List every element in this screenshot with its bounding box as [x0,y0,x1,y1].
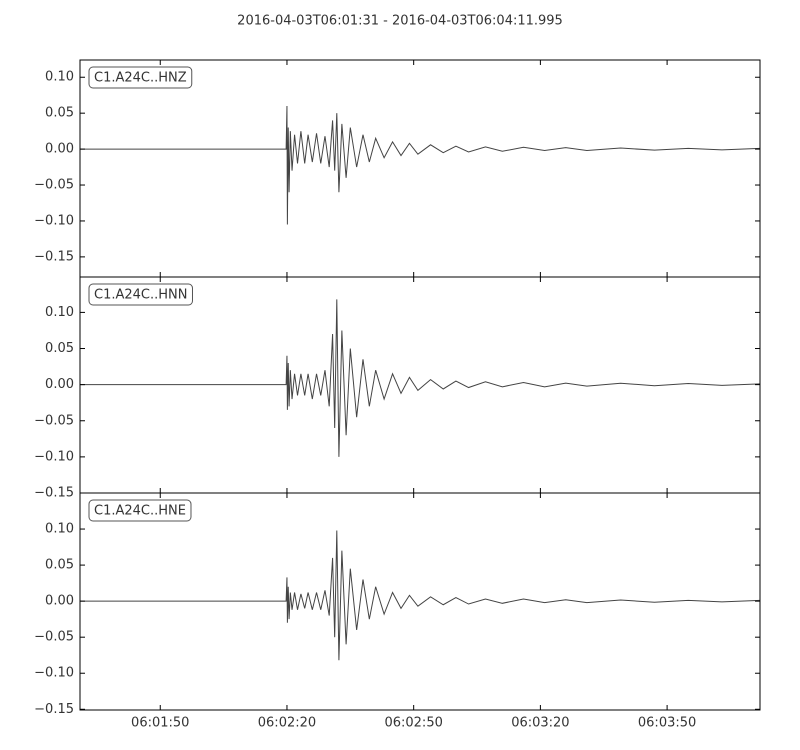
trace-label: C1.A24C..HNE [94,504,186,519]
x-tick-label: 06:02:20 [258,716,316,731]
trace-label: C1.A24C..HNN [94,288,187,303]
y-tick-label: 0.00 [45,594,74,609]
y-tick-label: 0.05 [45,558,74,573]
y-tick-label: 0.10 [45,522,74,537]
y-tick-label: 0.05 [45,106,74,121]
chart-title: 2016-04-03T06:01:31 - 2016-04-03T06:04:1… [237,14,563,29]
trace-label-box [88,66,193,89]
waveform [80,299,760,457]
y-tick-label: 0.00 [45,377,74,392]
y-tick-label: −0.10 [34,666,74,681]
plot-area [80,299,760,457]
y-tick-label: −0.15 [34,249,74,264]
trace-label: C1.A24C..HNZ [94,71,187,86]
y-tick-label: 0.10 [45,70,74,85]
y-tick-label: −0.05 [34,630,74,645]
y-tick-label: −0.05 [34,413,74,428]
y-tick-label: 0.00 [45,142,74,157]
y-tick-label: −0.15 [34,702,74,717]
trace-label-box [88,499,192,522]
y-tick-label: −0.10 [34,449,74,464]
plot-area [80,530,760,661]
waveform [80,105,760,225]
y-tick-label: 0.05 [45,341,74,356]
x-tick-label: 06:03:20 [511,716,569,731]
y-tick-label: −0.10 [34,213,74,228]
x-tick-label: 06:03:50 [638,716,696,731]
x-tick-label: 06:02:50 [384,716,442,731]
waveform [80,530,760,661]
plot-area [80,105,760,225]
y-tick-label: −0.05 [34,178,74,193]
y-tick-label: 0.10 [45,305,74,320]
x-tick-label: 06:01:50 [131,716,189,731]
y-tick-label: −0.15 [34,486,74,501]
trace-label-box [88,283,193,306]
